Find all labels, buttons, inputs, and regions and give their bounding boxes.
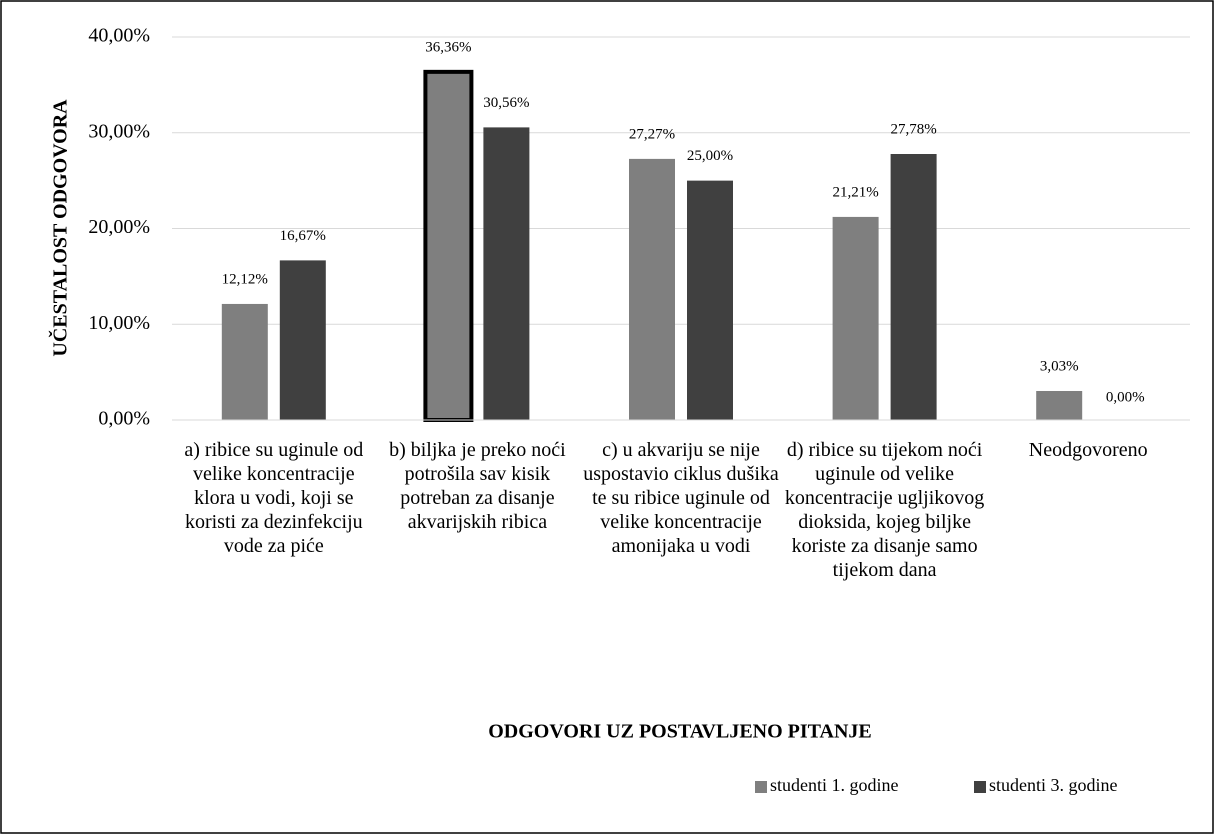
y-tick-label: 10,00% (88, 312, 150, 334)
bar (1036, 390, 1083, 420)
bar (629, 158, 675, 420)
data-label: 30,56% (483, 95, 529, 111)
legend-swatch (974, 781, 986, 793)
data-label: 21,21% (832, 184, 878, 200)
x-tick-label: b) biljka je preko noći potrošila sav ki… (389, 439, 566, 533)
data-label: 36,36% (425, 39, 471, 55)
data-label: 27,78% (890, 121, 936, 137)
y-tick-label: 30,00% (88, 120, 150, 142)
data-label: 12,12% (222, 271, 268, 287)
x-tick-label: c) u akvariju se nije uspostavio ciklus … (583, 439, 779, 557)
bar (890, 154, 937, 420)
y-axis-title: UČESTALOST ODGOVORA (48, 99, 72, 357)
x-axis-title: ODGOVORI UZ POSTAVLJENO PITANJE (488, 721, 872, 743)
data-label: 16,67% (280, 228, 326, 244)
y-tick-label: 20,00% (88, 216, 150, 238)
bar (483, 127, 530, 420)
legend-label: studenti 3. godine (989, 775, 1118, 795)
bar (832, 216, 879, 420)
data-label: 27,27% (629, 126, 675, 142)
y-tick-label: 0,00% (98, 408, 150, 430)
x-tick-label: d) ribice su tijekom noći uginule od vel… (784, 439, 985, 581)
x-tick-label: Neodgovoreno (1028, 439, 1148, 461)
data-label: 25,00% (687, 148, 733, 164)
data-label: 0,00% (1106, 389, 1145, 405)
bar (687, 180, 733, 420)
legend-label: studenti 1. godine (770, 775, 899, 795)
bar (221, 303, 268, 420)
bar (423, 69, 474, 422)
data-label: 3,03% (1040, 358, 1079, 374)
bar (279, 260, 326, 420)
y-tick-label: 40,00% (88, 25, 150, 47)
legend-swatch (755, 781, 767, 793)
x-tick-label: a) ribice su uginule od velike koncentra… (184, 439, 364, 557)
